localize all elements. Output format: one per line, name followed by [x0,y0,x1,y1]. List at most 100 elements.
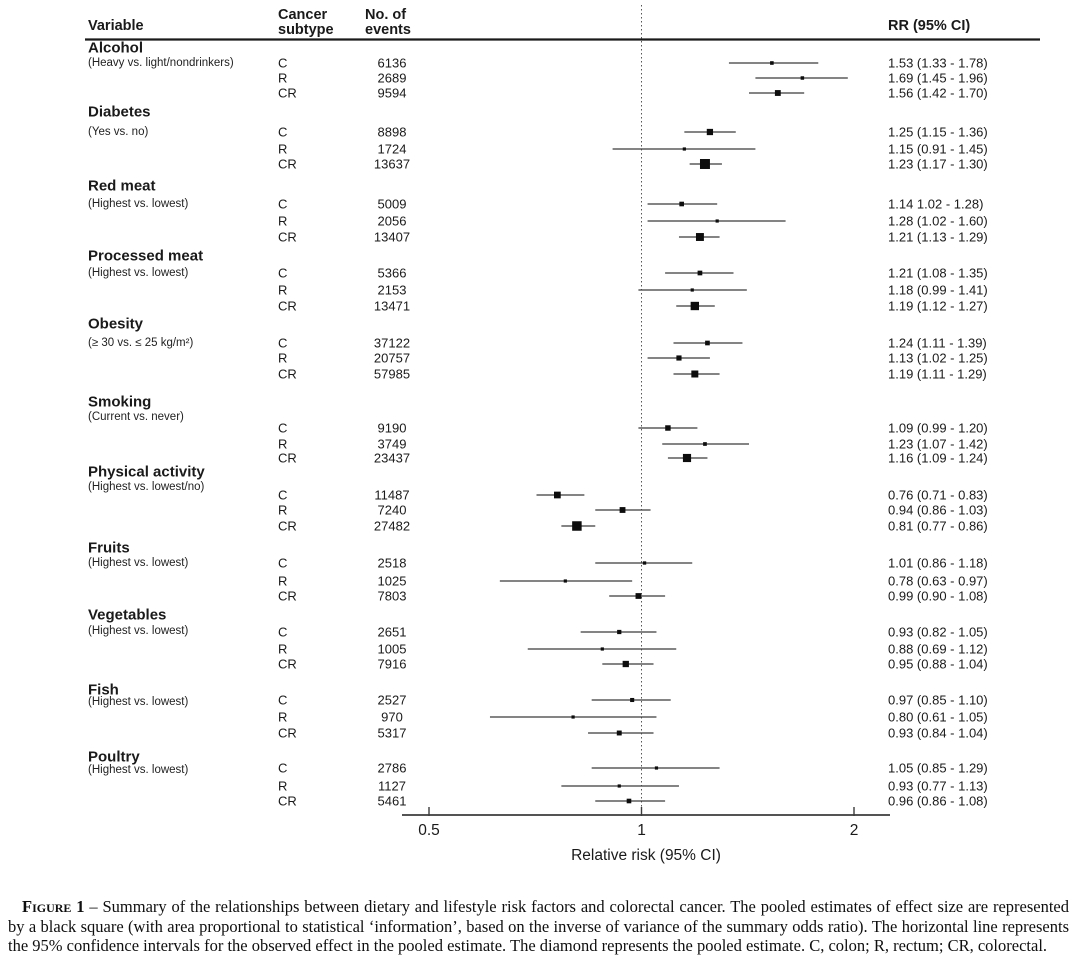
subtype-cell: CR [278,588,297,604]
group-title: Poultry [88,748,140,766]
events-cell: 1005 [377,641,407,657]
effect-square [571,715,575,719]
rr-cell: 0.97 (0.85 - 1.10) [888,692,988,708]
effect-square [706,128,714,136]
subtype-cell: C [278,760,288,776]
events-cell: 2527 [377,692,407,708]
group-title: Diabetes [88,103,151,121]
effect-square [679,201,684,207]
group-note: (Highest vs. lowest) [88,267,189,279]
x-tick-label: 1 [637,822,646,839]
effect-square [616,730,622,736]
forest-plot: Variable Cancer subtype No. of events RR… [85,5,1040,864]
rr-cell: 1.05 (0.85 - 1.29) [888,760,988,776]
events-cell: 11487 [374,487,410,503]
subtype-cell: C [278,335,288,351]
events-cell: 5009 [377,196,407,212]
figure-caption: Figure 1 – Summary of the relationships … [8,897,1069,956]
rr-cell: 0.81 (0.77 - 0.86) [888,518,988,534]
column-header-subtype: Cancer subtype [278,7,334,38]
effect-square [665,425,671,431]
x-tick-label: 0.5 [418,822,440,839]
x-axis-title: Relative risk (95% CI) [571,847,721,864]
rr-cell: 0.93 (0.77 - 1.13) [888,778,988,794]
rr-cell: 0.94 (0.86 - 1.03) [888,502,988,518]
events-cell: 2518 [377,555,407,571]
events-cell: 13407 [373,229,411,245]
column-header-variable: Variable [88,18,144,34]
group-note: (Current vs. never) [88,411,184,423]
effect-square [626,798,632,804]
subtype-cell: CR [278,656,297,672]
rr-cell: 1.21 (1.08 - 1.35) [888,265,988,281]
effect-square [554,491,561,499]
rr-cell: 0.95 (0.88 - 1.04) [888,656,988,672]
rr-cell: 1.14 1.02 - 1.28) [888,196,984,212]
subtype-cell: C [278,555,288,571]
rr-cell: 1.69 (1.45 - 1.96) [888,70,988,86]
subtype-cell: R [278,213,288,229]
effect-square [697,270,703,276]
subtype-cell: R [278,436,288,452]
rr-cell: 1.01 (0.86 - 1.18) [888,555,988,571]
group-note: (Yes vs. no) [88,126,149,138]
events-cell: 1025 [377,573,407,589]
events-cell: 2153 [377,282,407,298]
events-cell: 9190 [377,420,407,436]
effect-square [682,147,686,151]
subtype-cell: C [278,692,288,708]
effect-square [703,442,707,446]
subtype-cell: CR [278,85,297,101]
subtype-cell: CR [278,450,297,466]
subtype-cell: CR [278,793,297,809]
caption-body: – Summary of the relationships between d… [8,897,1070,955]
effect-square [563,579,567,583]
subtype-cell: R [278,573,288,589]
events-cell: 5366 [377,265,407,281]
subtype-cell: C [278,196,288,212]
group-title: Smoking [88,393,152,411]
events-cell: 6136 [377,55,407,71]
events-cell: 970 [381,709,403,725]
subtype-cell: C [278,265,288,281]
subtype-cell: R [278,641,288,657]
effect-square [690,288,694,292]
rr-cell: 0.99 (0.90 - 1.08) [888,588,988,604]
rr-cell: 1.21 (1.13 - 1.29) [888,229,988,245]
subtype-cell: CR [278,725,297,741]
rr-cell: 0.88 (0.69 - 1.12) [888,641,988,657]
rr-cell: 1.23 (1.17 - 1.30) [888,156,988,172]
group-note: (Highest vs. lowest) [88,764,189,776]
group-title: Alcohol [88,39,143,57]
group-note: (Heavy vs. light/nondrinkers) [88,57,234,69]
effect-square [699,159,710,169]
group-title: Processed meat [88,247,204,265]
rr-cell: 1.16 (1.09 - 1.24) [888,450,988,466]
effect-square [695,233,704,241]
group-note: (Highest vs. lowest) [88,625,189,637]
column-header-rr: RR (95% CI) [888,18,971,34]
rr-cell: 1.56 (1.42 - 1.70) [888,85,988,101]
subtype-cell: R [278,141,288,157]
events-cell: 27482 [373,518,411,534]
figure-label: Figure 1 [22,897,85,916]
rr-cell: 1.18 (0.99 - 1.41) [888,282,988,298]
effect-square [676,355,682,361]
effect-square [642,561,647,565]
events-cell: 8898 [377,124,407,140]
subtype-cell: C [278,624,288,640]
events-cell: 37122 [373,335,411,351]
events-cell: 23437 [373,450,411,466]
subtype-cell: R [278,709,288,725]
events-cell: 2056 [377,213,407,229]
effect-square [617,629,622,635]
events-cell: 5461 [377,793,407,809]
events-cell: 9594 [377,85,407,101]
subtype-cell: R [278,70,288,86]
rr-cell: 1.13 (1.02 - 1.25) [888,350,988,366]
rr-cell: 1.25 (1.15 - 1.36) [888,124,988,140]
group-title: Fish [88,681,119,699]
rr-cell: 1.24 (1.11 - 1.39) [888,335,987,351]
subtype-cell: R [278,778,288,794]
